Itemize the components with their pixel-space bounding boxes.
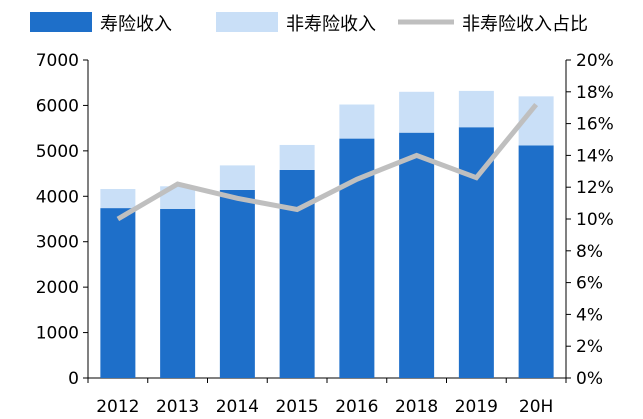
non-life-insurance-bar [458,90,494,128]
right-y-tick-label: 4% [576,305,603,325]
left-y-tick-label: 6000 [36,96,79,116]
right-y-tick-label: 12% [576,178,614,198]
life-insurance-bar [219,189,255,378]
x-tick-label: 2012 [96,397,139,417]
life-insurance-bar [518,145,554,378]
x-tick-label: 2014 [216,397,259,417]
left-y-tick-label: 5000 [36,142,79,162]
left-y-tick-label: 2000 [36,278,79,298]
life-insurance-bar [399,132,435,378]
x-tick-label: 2016 [335,397,378,417]
right-y-tick-label: 14% [576,146,614,166]
x-tick-label: 2019 [455,397,498,417]
left-y-tick-label: 7000 [36,51,79,71]
life-insurance-bar [458,127,494,378]
left-y-tick-label: 4000 [36,187,79,207]
right-y-tick-label: 10% [576,210,614,230]
legend-swatch-life [30,12,92,32]
x-tick-label: 2015 [275,397,318,417]
right-y-tick-label: 18% [576,83,614,103]
life-insurance-bar [160,209,196,378]
legend-swatch-non-life [216,12,278,32]
right-y-tick-label: 0% [576,369,603,389]
right-y-tick-label: 8% [576,242,603,262]
right-y-tick-label: 20% [576,51,614,71]
right-y-tick-label: 2% [576,337,603,357]
legend-label: 非寿险收入占比 [462,14,588,35]
non-life-insurance-bar [100,189,136,209]
legend-label: 非寿险收入 [286,14,376,35]
x-tick-label: 2018 [395,397,438,417]
life-insurance-bar [100,208,136,378]
non-life-insurance-bar [219,165,255,190]
non-life-insurance-bar [279,144,315,170]
right-y-tick-label: 16% [576,115,614,135]
x-tick-label: 20H [519,397,553,417]
right-y-tick-label: 6% [576,274,603,294]
x-tick-label: 2013 [156,397,199,417]
left-y-tick-label: 1000 [36,324,79,344]
left-y-tick-label: 3000 [36,233,79,253]
legend-label: 寿险收入 [100,14,172,35]
non-life-ratio-line [116,102,539,222]
non-life-insurance-bar [399,91,435,133]
non-life-insurance-bar [339,104,375,139]
left-y-tick-label: 0 [68,369,79,389]
